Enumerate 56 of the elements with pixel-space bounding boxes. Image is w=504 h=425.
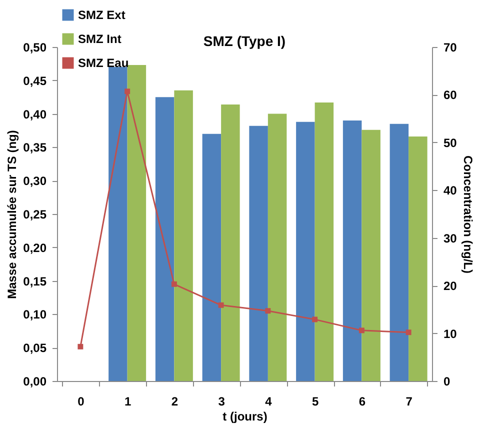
y2-tick-label: 40 <box>444 184 458 198</box>
y2-tick-label: 20 <box>444 279 458 294</box>
x-tick-label: 7 <box>406 394 413 408</box>
bar <box>202 134 222 381</box>
x-axis-title: t (jours) <box>222 410 268 424</box>
point <box>265 308 271 314</box>
bar <box>296 122 315 381</box>
bar <box>174 90 193 381</box>
y-tick-label: 0,00 <box>23 374 47 388</box>
point <box>124 88 130 94</box>
bar <box>155 97 174 381</box>
y2-tick-label: 10 <box>444 326 458 341</box>
y-tick-label: 0,25 <box>23 208 47 222</box>
bar <box>221 104 240 381</box>
point <box>171 281 177 287</box>
x-tick-label: 1 <box>124 394 132 408</box>
y-tick-label: 0,30 <box>23 174 47 188</box>
y2-tick-label: 0 <box>444 374 450 388</box>
x-tick-label: 6 <box>358 394 366 408</box>
y2-tick-label: 70 <box>444 40 458 54</box>
y2-tick-label: 60 <box>444 88 458 102</box>
point <box>218 302 224 308</box>
y-tick-label: 0,40 <box>23 107 47 122</box>
bar <box>127 65 146 381</box>
point <box>406 330 412 336</box>
bar <box>362 130 380 381</box>
x-tick-label: 2 <box>171 394 178 408</box>
bar <box>408 136 428 381</box>
y-tick-label: 0,05 <box>23 341 47 356</box>
y2-axis-title: Concentration (ng/L) <box>460 156 475 274</box>
x-tick-label: 5 <box>312 394 319 408</box>
bar <box>268 114 287 381</box>
bar <box>249 126 268 381</box>
y-tick-label: 0,10 <box>23 308 47 322</box>
bar <box>342 120 362 381</box>
bar <box>390 124 409 381</box>
x-tick-label: 0 <box>78 394 85 408</box>
point <box>78 344 84 350</box>
legend-label: SMZ Ext <box>78 8 126 22</box>
y-tick-label: 0,50 <box>23 40 47 54</box>
legend-label: SMZ Int <box>78 32 122 46</box>
bar <box>314 102 334 381</box>
y-axis-title: Masse accumulée sur TS (ng) <box>5 130 20 299</box>
y2-tick-label: 30 <box>444 231 458 246</box>
y-tick-label: 0,20 <box>23 240 47 255</box>
y-tick-label: 0,15 <box>23 274 47 288</box>
y2-tick-label: 50 <box>444 136 458 150</box>
legend-label: SMZ Eau <box>78 56 129 70</box>
bar <box>108 67 128 381</box>
y-tick-label: 0,45 <box>23 74 47 88</box>
y-tick-label: 0,35 <box>23 140 47 155</box>
x-tick-label: 3 <box>218 394 226 408</box>
point <box>312 316 318 322</box>
chart-title: SMZ (Type I) <box>203 33 286 49</box>
x-tick-label: 4 <box>265 394 272 408</box>
point <box>358 328 364 334</box>
